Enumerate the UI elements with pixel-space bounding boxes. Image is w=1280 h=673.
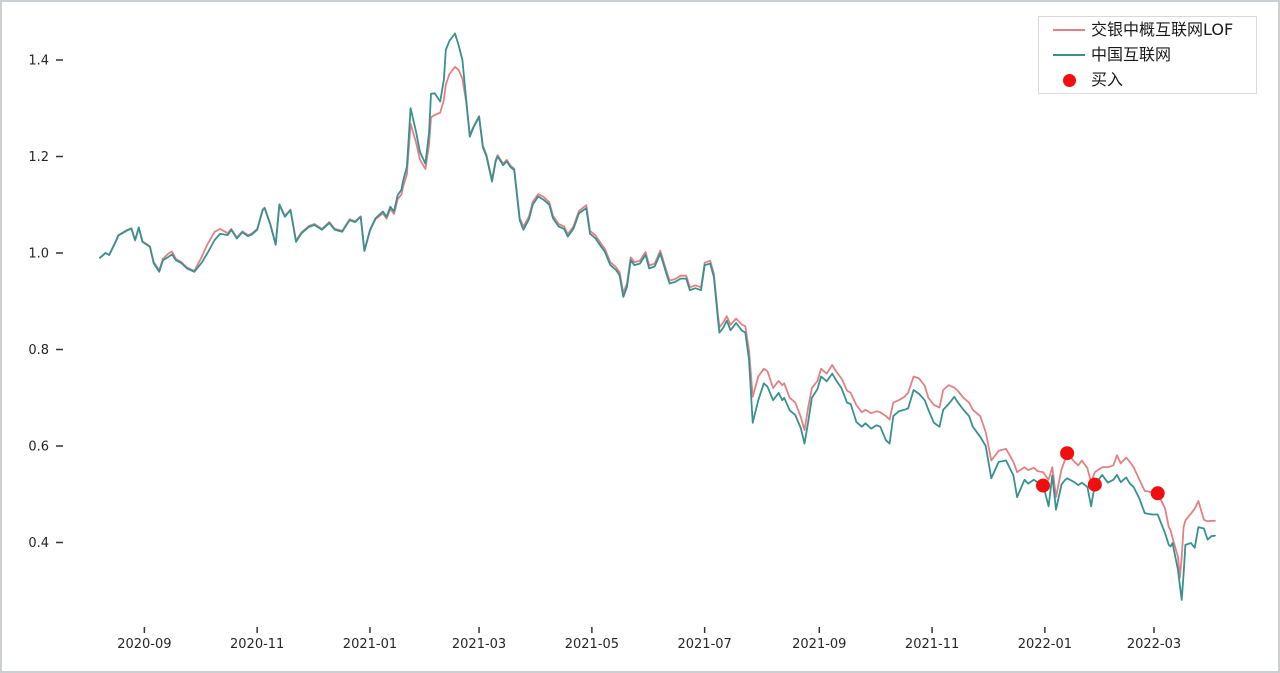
legend: 交银中概互联网LOF 中国互联网 买入 <box>1038 16 1257 94</box>
y-tick-label: 0.8 <box>28 343 49 358</box>
fund-line-icon <box>1053 29 1085 31</box>
legend-label-index: 中国互联网 <box>1091 45 1172 64</box>
buy-marker-dot <box>1150 486 1165 501</box>
x-tick-label: 2022-03 <box>1127 637 1181 652</box>
x-tick-label: 2022-01 <box>1018 637 1072 652</box>
buy-marker-dot <box>1060 446 1075 461</box>
buy-marker-dot <box>1036 478 1050 493</box>
index-line-swatch <box>1047 54 1091 56</box>
legend-item-fund: 交银中概互联网LOF <box>1047 18 1248 43</box>
legend-item-index: 中国互联网 <box>1047 43 1248 68</box>
x-tick-label: 2021-07 <box>677 637 731 652</box>
legend-item-buy: 买入 <box>1047 68 1248 93</box>
buy-dot-swatch <box>1047 73 1091 87</box>
x-tick-label: 2021-09 <box>792 637 846 652</box>
x-tick-label: 2020-11 <box>230 637 284 652</box>
y-tick-label: 0.6 <box>28 440 49 455</box>
x-tick-label: 2020-09 <box>117 637 171 652</box>
y-tick-label: 1.0 <box>28 247 49 262</box>
buy-dot-icon <box>1062 73 1076 87</box>
y-tick-label: 1.4 <box>28 54 49 69</box>
x-tick-label: 2021-05 <box>565 637 619 652</box>
x-tick-label: 2021-11 <box>905 637 959 652</box>
x-tick-label: 2021-03 <box>452 637 506 652</box>
x-tick-label: 2021-01 <box>343 637 397 652</box>
legend-label-buy: 买入 <box>1091 70 1124 89</box>
fund-line-swatch <box>1047 29 1091 31</box>
buy-marker-dot <box>1087 477 1102 492</box>
axes: 0.4 0.6 0.8 1.0 1.2 1.4 2020-09 2020-11 2021-01 2… <box>28 54 1181 653</box>
y-tick-label: 1.2 <box>28 150 49 165</box>
legend-label-fund: 交银中概互联网LOF <box>1091 20 1234 39</box>
index-line-icon <box>1053 54 1085 56</box>
index-line <box>99 32 1216 601</box>
y-tick-label: 0.4 <box>28 536 49 551</box>
